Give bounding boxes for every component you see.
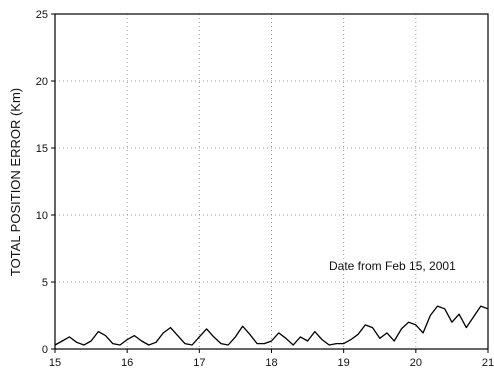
x-tick-label: 17: [193, 357, 205, 369]
grid-lines: [55, 14, 488, 349]
axes: 15 16 17 18 19 20 21 0 5 10 15 20 25: [36, 9, 494, 369]
y-tick-label: 5: [42, 277, 48, 289]
x-tick-label: 20: [410, 357, 422, 369]
y-tick-label: 10: [36, 210, 48, 222]
y-axis-title: TOTAL POSITION ERROR (Km): [8, 88, 23, 276]
x-tick-label: 21: [482, 357, 494, 369]
y-tick-label: 15: [36, 143, 48, 155]
series-layer: [54, 305, 489, 346]
x-tick-label: 19: [338, 357, 350, 369]
chart-annotation: Date from Feb 15, 2001: [329, 259, 456, 273]
series-line: [54, 305, 489, 346]
y-tick-label: 20: [36, 76, 48, 88]
y-tick-label: 0: [42, 344, 48, 356]
x-tick-label: 16: [121, 357, 133, 369]
x-tick-label: 18: [265, 357, 277, 369]
y-tick-label: 25: [36, 9, 48, 21]
x-tick-label: 15: [49, 357, 61, 369]
